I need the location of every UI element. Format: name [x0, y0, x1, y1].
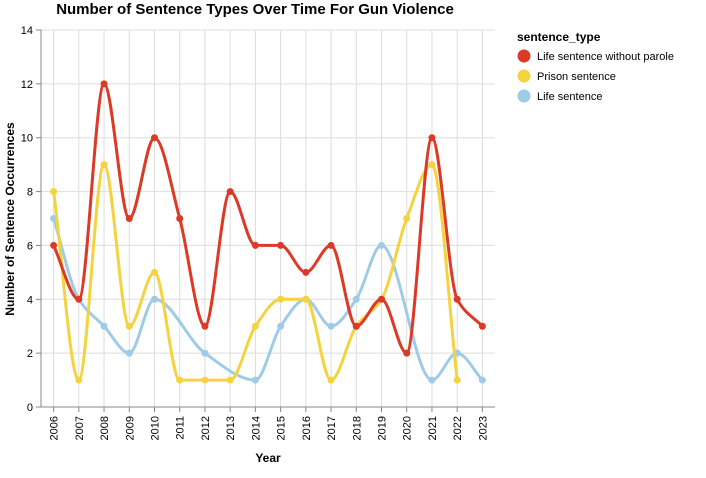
data-point: [125, 322, 133, 330]
data-point: [478, 322, 486, 330]
data-point: [378, 241, 385, 249]
x-tick-label: 2021: [427, 416, 439, 440]
legend-label: Life sentence without parole: [537, 51, 674, 63]
data-point: [352, 322, 360, 330]
data-point: [327, 376, 335, 384]
data-point: [151, 268, 158, 276]
x-tick-label: 2008: [99, 416, 111, 440]
data-point: [327, 322, 335, 330]
data-point: [302, 268, 310, 276]
data-point: [277, 241, 285, 249]
data-point: [226, 376, 234, 384]
data-point: [125, 349, 133, 357]
data-point: [151, 295, 158, 303]
legend: sentence_type Life sentence without paro…: [517, 30, 674, 103]
data-point: [302, 295, 310, 303]
data-point: [100, 161, 108, 169]
data-point: [75, 295, 83, 303]
data-point: [277, 295, 285, 303]
legend-label: Life sentence: [537, 91, 602, 103]
data-point: [201, 349, 209, 357]
gridlines: [41, 29, 495, 408]
data-point: [226, 188, 234, 196]
data-point: [201, 322, 209, 330]
x-tick-label: 2018: [351, 416, 363, 440]
axes: 0 2 4 6 8 10 12 14 2006 2007 2008 2009 2010 2011 2012 2…: [21, 25, 495, 440]
x-tick-label: 2020: [402, 416, 414, 440]
series-line: [52, 82, 484, 355]
y-tick-label: 14: [21, 25, 33, 37]
x-tick-label: 2022: [452, 416, 464, 440]
data-point: [100, 322, 108, 330]
data-point: [251, 376, 259, 384]
y-tick-label: 10: [21, 133, 33, 145]
y-tick-label: 2: [27, 348, 33, 360]
y-tick-label: 8: [27, 187, 33, 199]
x-tick-label: 2015: [276, 416, 288, 440]
data-point: [403, 349, 411, 357]
y-tick-label: 4: [27, 294, 33, 306]
data-point: [201, 376, 209, 384]
legend-swatch: [517, 89, 531, 103]
data-point: [352, 295, 360, 303]
series-life-sentence-without-parole: [50, 80, 486, 357]
data-point: [478, 376, 486, 384]
data-point: [176, 215, 184, 222]
data-point: [378, 295, 385, 303]
x-tick-label: 2016: [301, 416, 313, 440]
data-point: [100, 80, 108, 88]
y-tick-label: 0: [27, 402, 33, 414]
x-tick-label: 2019: [377, 416, 389, 440]
x-tick-label: 2017: [326, 416, 338, 440]
data-point: [125, 215, 133, 222]
x-tick-label: 2010: [150, 416, 162, 440]
legend-title: sentence_type: [517, 30, 601, 44]
legend-label: Prison sentence: [537, 71, 616, 83]
x-tick-label: 2012: [200, 416, 212, 440]
data-point: [251, 241, 259, 249]
series-lines: [50, 80, 486, 384]
data-point: [50, 241, 58, 249]
x-tick-label: 2023: [477, 416, 489, 440]
data-point: [151, 134, 158, 142]
legend-swatch: [517, 49, 531, 63]
data-point: [428, 161, 436, 169]
x-tick-label: 2011: [175, 416, 187, 440]
data-point: [277, 322, 285, 330]
data-point: [327, 241, 335, 249]
x-tick-label: 2006: [49, 416, 61, 440]
data-point: [428, 376, 436, 384]
x-tick-label: 2007: [74, 416, 86, 440]
data-point: [176, 376, 184, 384]
y-tick-label: 6: [27, 240, 33, 252]
x-tick-label: 2013: [225, 416, 237, 440]
legend-swatch: [517, 69, 531, 83]
x-axis-title: Year: [255, 451, 281, 465]
data-point: [50, 188, 58, 196]
x-tick-label: 2009: [124, 416, 136, 440]
data-point: [453, 376, 461, 384]
data-point: [453, 295, 461, 303]
data-point: [428, 134, 436, 142]
y-tick-label: 12: [21, 79, 33, 91]
y-axis-title: Number of Sentence Occurrences: [3, 122, 17, 316]
chart-title: Number of Sentence Types Over Time For G…: [56, 1, 454, 18]
data-point: [403, 215, 411, 222]
data-point: [75, 376, 83, 384]
data-point: [251, 322, 259, 330]
x-tick-label: 2014: [250, 416, 262, 440]
